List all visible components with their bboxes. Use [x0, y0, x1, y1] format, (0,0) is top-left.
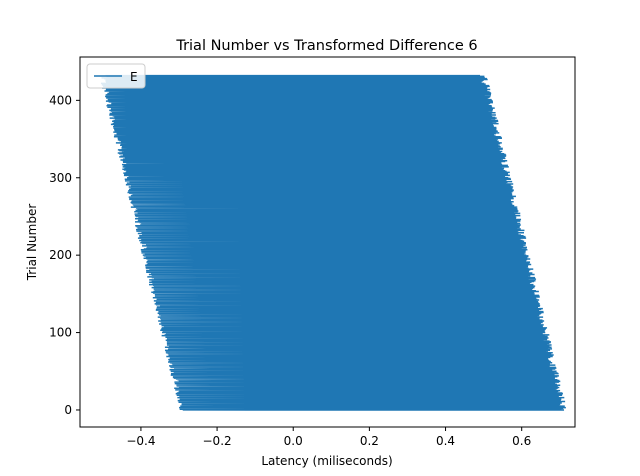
axes-frame [79, 56, 576, 428]
x-tick-label: 0.6 [512, 434, 531, 448]
x-tick-label: 0.2 [360, 434, 379, 448]
y-tick-label: 0 [64, 403, 72, 417]
x-tick-label: 0.4 [436, 434, 455, 448]
series-line-e [100, 74, 566, 411]
y-axis-ticks: 0 100 200 300 400 [49, 93, 80, 417]
plot-area [100, 74, 566, 411]
y-tick-label: 100 [49, 326, 72, 340]
x-tick-label: 0.0 [284, 434, 303, 448]
chart-title: Trial Number vs Transformed Difference 6 [175, 38, 477, 54]
series-line-group [100, 74, 566, 411]
x-axis-ticks: −0.4 −0.2 0.0 0.2 0.4 0.6 [126, 427, 531, 448]
y-tick-label: 400 [49, 93, 72, 107]
x-tick-label: −0.4 [126, 434, 155, 448]
y-tick-label: 300 [49, 171, 72, 185]
y-axis-label: Trial Number [25, 204, 39, 282]
x-tick-label: −0.2 [203, 434, 232, 448]
legend: E [86, 63, 146, 89]
y-tick-label: 200 [49, 248, 72, 262]
legend-label-e: E [130, 70, 138, 84]
x-axis-label: Latency (miliseconds) [261, 454, 392, 468]
